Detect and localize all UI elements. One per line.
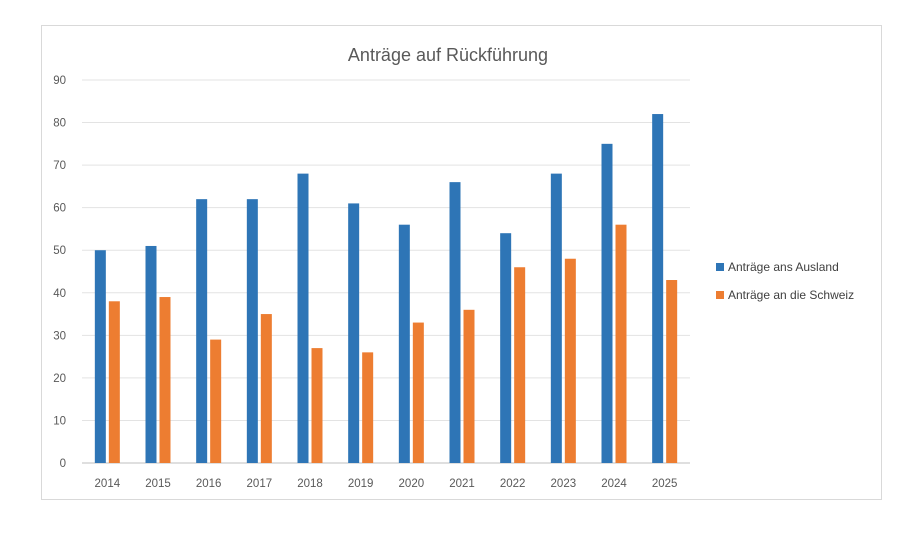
bar-schweiz-2016 bbox=[210, 339, 222, 463]
bar-ausland-2023 bbox=[550, 173, 562, 463]
bar-ausland-2014 bbox=[94, 250, 106, 463]
y-tick-label: 0 bbox=[60, 458, 66, 470]
bar-ausland-2024 bbox=[601, 143, 613, 464]
legend-label: Anträge ans Ausland bbox=[728, 260, 839, 274]
bar-ausland-2022 bbox=[500, 233, 512, 463]
y-tick-label: 80 bbox=[53, 118, 66, 130]
legend-swatch bbox=[716, 291, 724, 299]
y-tick-label: 10 bbox=[53, 415, 66, 427]
bar-schweiz-2019 bbox=[362, 352, 374, 463]
y-tick-label: 60 bbox=[53, 203, 66, 215]
x-tick-label: 2025 bbox=[652, 478, 678, 490]
legend: Anträge ans Ausland Anträge an die Schwei… bbox=[716, 260, 854, 302]
x-tick-label: 2018 bbox=[297, 478, 323, 490]
legend-label: Anträge an die Schweiz bbox=[728, 288, 854, 302]
bars bbox=[94, 114, 678, 464]
bar-ausland-2020 bbox=[398, 224, 410, 463]
bar-ausland-2016 bbox=[196, 199, 208, 463]
x-tick-label: 2016 bbox=[196, 478, 222, 490]
bar-schweiz-2015 bbox=[159, 297, 171, 463]
bar-ausland-2021 bbox=[449, 182, 461, 463]
x-tick-label: 2022 bbox=[500, 478, 526, 490]
bar-schweiz-2014 bbox=[108, 301, 120, 463]
bar-schweiz-2020 bbox=[412, 322, 424, 463]
bar-ausland-2018 bbox=[297, 173, 309, 463]
bar-schweiz-2021 bbox=[463, 309, 475, 463]
bar-ausland-2015 bbox=[145, 245, 157, 463]
x-tick-label: 2014 bbox=[95, 478, 121, 490]
x-tick-label: 2023 bbox=[551, 478, 577, 490]
y-tick-label: 50 bbox=[53, 245, 66, 257]
x-tick-label: 2021 bbox=[449, 478, 475, 490]
bar-schweiz-2018 bbox=[311, 348, 323, 463]
gridlines bbox=[82, 79, 690, 464]
y-tick-label: 70 bbox=[53, 160, 66, 172]
x-tick-label: 2024 bbox=[601, 478, 627, 490]
bar-schweiz-2024 bbox=[615, 224, 627, 463]
bar-schweiz-2017 bbox=[260, 314, 272, 463]
y-tick-label: 20 bbox=[53, 373, 66, 385]
y-tick-label: 40 bbox=[53, 288, 66, 300]
bar-schweiz-2023 bbox=[564, 258, 576, 463]
legend-swatch bbox=[716, 263, 724, 271]
x-tick-label: 2019 bbox=[348, 478, 374, 490]
bar-ausland-2017 bbox=[246, 199, 258, 463]
bar-schweiz-2022 bbox=[514, 267, 526, 463]
y-tick-label: 30 bbox=[53, 330, 66, 342]
x-tick-label: 2020 bbox=[399, 478, 425, 490]
x-tick-label: 2017 bbox=[247, 478, 273, 490]
x-axis: 2014 2015 2016 2017 2018 2019 2020 2021 2022 2023… bbox=[95, 478, 678, 490]
chart-title: Anträge auf Rückführung bbox=[348, 45, 548, 65]
bar-ausland-2025 bbox=[652, 114, 664, 464]
bar-ausland-2019 bbox=[348, 203, 360, 463]
y-tick-label: 90 bbox=[53, 75, 66, 87]
y-axis: 0 10 20 30 40 50 60 70 80 90 bbox=[53, 75, 66, 470]
x-tick-label: 2015 bbox=[145, 478, 171, 490]
bar-schweiz-2025 bbox=[666, 280, 678, 463]
